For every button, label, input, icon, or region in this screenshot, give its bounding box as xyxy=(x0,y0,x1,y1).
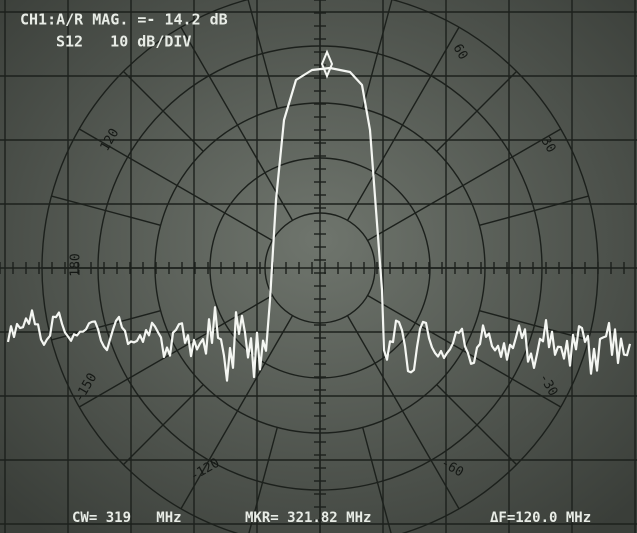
polar-spoke xyxy=(367,128,562,242)
polar-spoke xyxy=(479,195,589,226)
polar-spoke xyxy=(346,26,460,221)
polar-spoke xyxy=(180,315,294,510)
polar-spoke xyxy=(346,315,460,510)
polar-label: 30 xyxy=(538,134,559,155)
polar-spoke xyxy=(362,427,392,533)
footer-cw: CW= 319 MHz xyxy=(72,510,182,526)
polar-spoke xyxy=(122,70,204,152)
polar-spoke xyxy=(122,384,204,466)
polar-label: 60 xyxy=(450,41,471,62)
marker xyxy=(320,49,334,79)
polar-spoke xyxy=(479,310,589,341)
polar-spoke xyxy=(436,384,518,466)
polar-spoke xyxy=(180,26,294,221)
polar-spoke xyxy=(78,294,273,408)
polar-spoke xyxy=(248,427,278,533)
polar-spoke xyxy=(51,310,161,341)
polar-spoke xyxy=(51,195,161,226)
footer-span: ΔF=120.0 MHz xyxy=(490,510,591,526)
polar-spoke xyxy=(367,294,562,408)
polar-spoke xyxy=(436,70,518,152)
polar-spoke xyxy=(247,0,278,109)
footer-marker: MKR= 321.82 MHz xyxy=(245,510,371,526)
header-format: S12 10 dB/DIV xyxy=(56,33,191,51)
polar-spoke xyxy=(362,0,393,109)
trace xyxy=(6,66,632,382)
polar-label: 180 xyxy=(69,253,84,276)
polar-spoke xyxy=(78,128,273,242)
header-readout: CH1:A/R MAG. =- 14.2 dB xyxy=(20,11,228,29)
